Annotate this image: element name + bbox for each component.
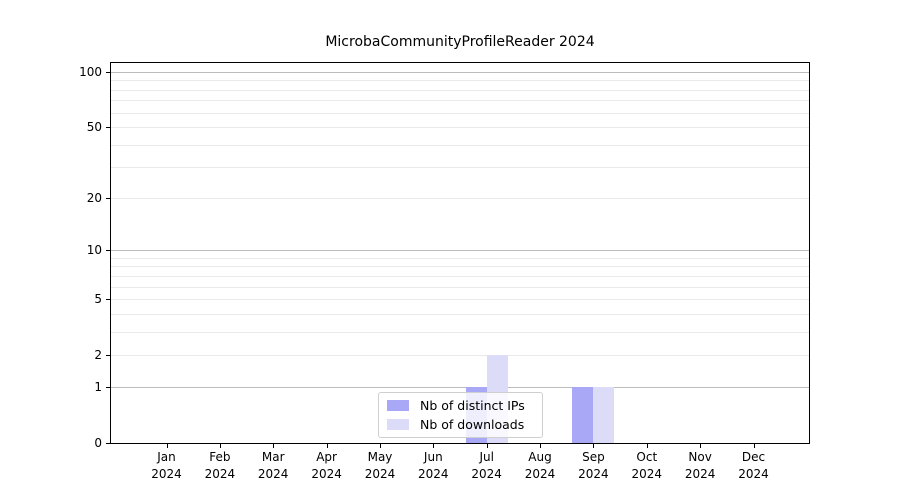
gridline-major: [111, 387, 809, 389]
x-tick-year: 2024: [311, 466, 342, 481]
x-tick-label: Nov 2024: [668, 449, 732, 482]
legend-swatch: [387, 419, 409, 430]
bar-sep-nb-of-distinct-ips: [572, 387, 594, 443]
x-tick: [219, 444, 221, 448]
y-tick: [106, 198, 110, 199]
x-tick-label: Aug 2024: [508, 449, 572, 482]
x-tick: [486, 444, 488, 448]
y-tick: [106, 127, 110, 128]
gridline-major: [111, 72, 809, 73]
x-tick: [166, 444, 168, 448]
gridline-minor: [111, 275, 809, 277]
gridline-minor: [111, 80, 809, 82]
x-tick-label: Feb 2024: [188, 449, 252, 482]
y-tick-label: 1: [94, 380, 102, 394]
legend-swatch: [387, 400, 409, 411]
x-tick-month: Oct: [636, 450, 658, 464]
x-tick-month: Sep: [582, 450, 605, 464]
x-tick-year: 2024: [578, 466, 609, 481]
x-tick-year: 2024: [524, 466, 556, 481]
x-tick-month: Dec: [741, 450, 766, 464]
x-tick-year: 2024: [631, 466, 663, 481]
y-tick-label: 2: [94, 348, 102, 362]
gridline-minor: [111, 100, 809, 102]
gridline-major: [111, 250, 809, 252]
y-tick: [106, 72, 110, 73]
y-tick: [106, 299, 110, 300]
x-tick-label: Jul 2024: [455, 449, 519, 482]
legend-row: Nb of downloads: [385, 416, 536, 434]
chart-title: MicrobaCommunityProfileReader 2024: [325, 34, 595, 50]
x-tick-month: Nov: [688, 450, 712, 464]
x-tick: [540, 444, 541, 448]
gridline-minor: [111, 331, 809, 333]
x-tick-label: Sep 2024: [561, 449, 625, 482]
y-tick-label: 5: [94, 292, 102, 306]
gridline-minor: [111, 167, 809, 168]
y-tick-label: 20: [86, 191, 102, 205]
gridline-minor: [111, 112, 809, 114]
x-tick-year: 2024: [204, 466, 236, 481]
x-tick-label: Jun 2024: [401, 449, 465, 482]
gridline-minor: [111, 313, 809, 315]
x-tick: [433, 444, 435, 448]
gridline-minor: [111, 354, 809, 356]
gridline-minor: [111, 257, 809, 259]
x-tick: [753, 444, 755, 448]
y-tick-label: 50: [86, 120, 102, 134]
x-tick-year: 2024: [738, 466, 769, 481]
x-tick-label: May 2024: [348, 449, 412, 482]
y-tick-label: 0: [94, 436, 102, 450]
y-tick: [106, 443, 110, 444]
gridline-minor: [111, 299, 809, 300]
legend-label: Nb of downloads: [420, 417, 525, 432]
y-tick: [106, 387, 110, 388]
x-tick: [273, 444, 275, 448]
x-tick-month: Jun: [423, 450, 443, 464]
gridline-minor: [111, 286, 809, 288]
gridline-minor: [111, 89, 809, 91]
bar-sep-nb-of-downloads: [593, 387, 615, 443]
y-tick-label: 10: [86, 243, 102, 257]
x-tick: [380, 444, 381, 448]
y-tick: [106, 355, 110, 356]
x-tick-label: Jan 2024: [135, 449, 199, 482]
x-tick-label: Mar 2024: [241, 449, 305, 482]
x-tick-month: May: [367, 450, 393, 464]
x-tick: [326, 444, 328, 448]
x-tick: [700, 444, 702, 448]
x-tick-month: Feb: [209, 450, 231, 464]
legend-label: Nb of distinct IPs: [420, 398, 525, 413]
x-tick-label: Apr 2024: [295, 449, 359, 482]
legend: Nb of distinct IPs Nb of downloads: [378, 392, 543, 438]
y-tick-label: 100: [79, 65, 102, 79]
x-tick-year: 2024: [471, 466, 502, 481]
x-tick-label: Oct 2024: [615, 449, 679, 482]
gridline-minor: [111, 126, 809, 128]
x-tick-month: Jul: [479, 450, 494, 464]
gridline-minor: [111, 266, 809, 268]
x-tick-year: 2024: [257, 466, 289, 481]
x-tick-month: Mar: [261, 450, 285, 464]
x-tick-year: 2024: [684, 466, 716, 481]
y-tick: [106, 250, 110, 251]
x-tick-month: Jan: [157, 450, 176, 464]
x-tick-year: 2024: [151, 466, 182, 481]
x-tick-month: Apr: [316, 450, 337, 464]
legend-row: Nb of distinct IPs: [385, 397, 536, 415]
gridline-minor: [111, 198, 809, 200]
x-tick-label: Dec 2024: [722, 449, 786, 482]
x-tick-year: 2024: [364, 466, 396, 481]
x-tick: [593, 444, 595, 448]
x-tick-year: 2024: [418, 466, 449, 481]
x-tick: [646, 444, 648, 448]
x-tick-month: Aug: [528, 450, 552, 464]
gridline-minor: [111, 144, 809, 146]
plot-area: [110, 62, 810, 444]
